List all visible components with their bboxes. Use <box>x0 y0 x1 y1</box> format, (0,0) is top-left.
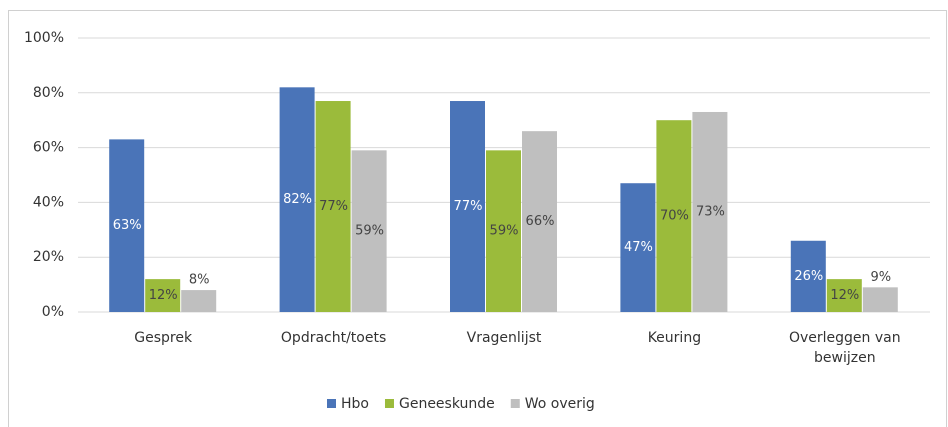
data-label: 66% <box>526 214 555 229</box>
x-tick-label: Vragenlijst <box>467 330 542 346</box>
legend-label: Geneeskunde <box>399 396 495 412</box>
data-label: 12% <box>149 288 178 303</box>
data-label: 82% <box>283 192 312 207</box>
y-tick-label: 60% <box>33 140 64 156</box>
bar <box>145 279 181 312</box>
bar <box>450 101 485 313</box>
bar <box>826 279 862 312</box>
x-tick-label: Gesprek <box>134 330 193 346</box>
legend-swatch <box>384 399 394 408</box>
data-label: 73% <box>696 204 725 219</box>
bar <box>109 139 145 312</box>
y-tick-label: 0% <box>42 304 64 320</box>
bar <box>486 150 521 312</box>
x-tick-label: Opdracht/toets <box>281 330 386 346</box>
y-tick-label: 100% <box>24 30 64 46</box>
data-label: 70% <box>660 209 689 224</box>
bar <box>315 101 351 313</box>
x-tick-label: Keuring <box>648 330 701 346</box>
data-label: 77% <box>454 199 483 214</box>
data-label: 63% <box>113 218 142 233</box>
y-tick-label: 80% <box>33 85 64 101</box>
y-tick-label: 40% <box>33 194 64 210</box>
data-label: 26% <box>794 269 823 284</box>
data-label: 12% <box>830 288 859 303</box>
bar <box>862 287 898 312</box>
legend-label: Hbo <box>341 396 369 412</box>
bar <box>692 111 728 312</box>
legend-swatch <box>510 399 520 408</box>
x-tick-label: Overleggen van bewijzen <box>789 330 901 366</box>
bar <box>790 240 826 312</box>
y-tick-label: 20% <box>33 249 64 265</box>
chart-frame <box>8 10 947 427</box>
bar <box>279 87 315 312</box>
data-label: 77% <box>319 199 348 214</box>
data-label: 9% <box>870 270 891 285</box>
legend-label: Wo overig <box>525 396 595 412</box>
data-label: 59% <box>490 224 519 239</box>
bar <box>620 183 656 312</box>
bar <box>522 131 557 312</box>
bar <box>656 120 692 312</box>
data-label: 8% <box>189 273 210 288</box>
data-label: 47% <box>624 240 653 255</box>
data-label: 59% <box>355 224 384 239</box>
bar <box>181 290 217 312</box>
legend-swatch <box>327 399 336 408</box>
bar <box>351 150 387 312</box>
